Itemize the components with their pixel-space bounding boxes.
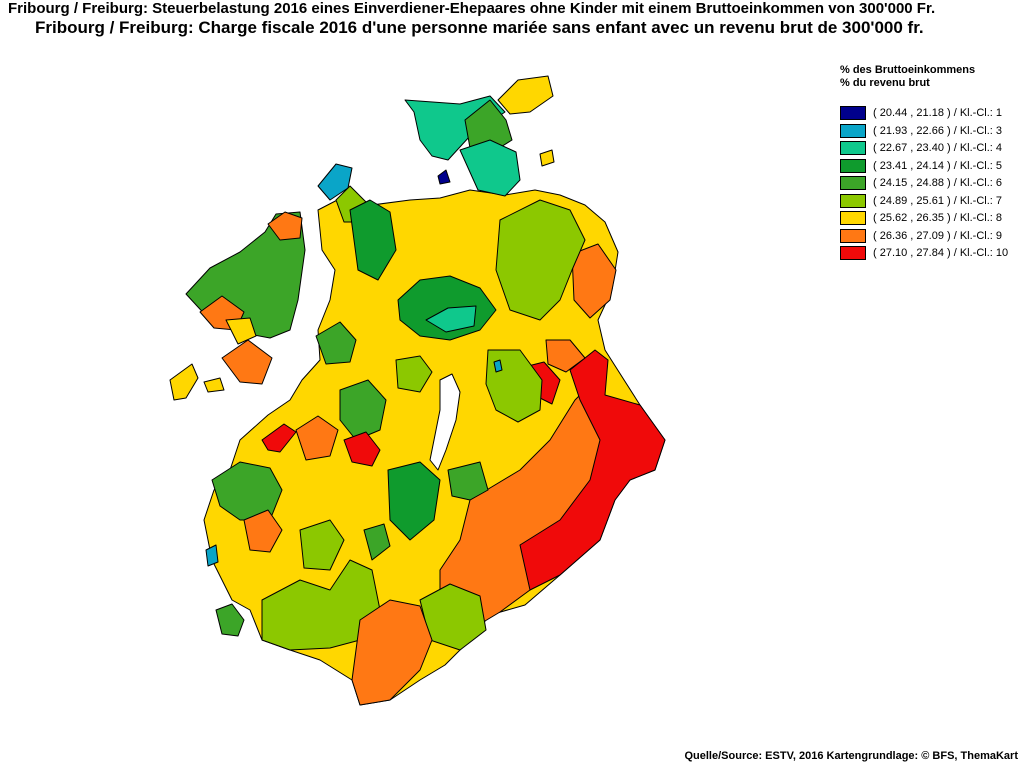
orange-orbe-region bbox=[243, 509, 283, 553]
exclave-small-yellow bbox=[539, 149, 555, 167]
green-centre-region bbox=[387, 461, 441, 541]
orange-south-region bbox=[351, 599, 433, 706]
green-west-region bbox=[349, 199, 397, 281]
legend-label: ( 27.10 , 27.84 ) / Kl.-Cl.: 10 bbox=[873, 247, 1009, 259]
green-sw-region bbox=[211, 461, 283, 521]
green-gruyere-region bbox=[447, 461, 489, 501]
legend-label: ( 22.67 , 23.40 ) / Kl.-Cl.: 4 bbox=[873, 142, 1003, 154]
legend-swatch bbox=[840, 158, 866, 173]
sense-red-region bbox=[519, 349, 666, 591]
blue-small-region bbox=[493, 359, 503, 373]
legend-label: ( 26.36 , 27.09 ) / Kl.-Cl.: 9 bbox=[873, 229, 1003, 242]
legend-label: ( 23.41 , 24.14 ) / Kl.-Cl.: 5 bbox=[873, 159, 1003, 172]
legend-swatch bbox=[840, 211, 866, 225]
legend-label: ( 24.89 , 25.61 ) / Kl.-Cl.: 7 bbox=[873, 194, 1003, 207]
legend-swatch bbox=[840, 106, 866, 120]
exclave-green-central bbox=[459, 139, 521, 197]
lightgreen-east-region bbox=[495, 199, 586, 321]
green-broye-region bbox=[315, 321, 357, 365]
green-glane-region bbox=[339, 379, 387, 441]
shore-yellow-region bbox=[225, 317, 257, 345]
legend-label: ( 21.93 , 22.66 ) / Kl.-Cl.: 3 bbox=[873, 124, 1003, 137]
red-glane-region bbox=[343, 431, 381, 467]
source-credit: Quelle/Source: ESTV, 2016 Kartengrundlag… bbox=[684, 750, 1018, 762]
legend-swatch bbox=[840, 193, 866, 208]
orange-west-region bbox=[295, 415, 339, 461]
exclave-sw-blue bbox=[205, 544, 219, 567]
green-sw-enclave bbox=[363, 523, 391, 561]
legend-swatch bbox=[840, 228, 866, 243]
exclave-estavayer bbox=[203, 377, 225, 393]
map-title-french: Fribourg / Freiburg: Charge fiscale 2016… bbox=[35, 18, 924, 37]
legend-swatch bbox=[840, 176, 866, 190]
greyerzersee-lake bbox=[429, 373, 461, 471]
orange-centre-region bbox=[545, 339, 586, 373]
legend-heading-de: % des Bruttoeinkommens bbox=[840, 64, 976, 76]
legend-label: ( 20.44 , 21.18 ) / Kl.-Cl.: 1 bbox=[873, 107, 1003, 119]
exclave-north-tip bbox=[497, 75, 554, 115]
exclave-west-blue bbox=[317, 163, 353, 201]
exclave-vivisbach-red bbox=[261, 423, 297, 453]
exclave-dark-blue bbox=[437, 169, 451, 185]
shore-orange-region-north bbox=[267, 211, 303, 241]
map-title-german: Fribourg / Freiburg: Steuerbelastung 201… bbox=[8, 0, 936, 17]
lightgreen-mid-region bbox=[395, 355, 433, 393]
exclave-lake-yellow bbox=[169, 363, 199, 401]
legend-swatch bbox=[840, 123, 866, 138]
legend-swatch bbox=[840, 246, 866, 260]
legend-label: ( 24.15 , 24.88 ) / Kl.-Cl.: 6 bbox=[873, 177, 1003, 189]
legend-heading-fr: % du revenu brut bbox=[840, 77, 930, 89]
orange-east-region bbox=[571, 243, 617, 319]
legend-swatch bbox=[840, 141, 866, 155]
exclave-lake-island-orange bbox=[221, 339, 273, 385]
exclave-south-green bbox=[215, 603, 245, 637]
saane-teal-region bbox=[425, 305, 477, 333]
legend-heading: % des Bruttoeinkommens % du revenu brut bbox=[840, 64, 975, 90]
legend-label: ( 25.62 , 26.35 ) / Kl.-Cl.: 8 bbox=[873, 212, 1003, 224]
lightgreen-veveyse-region bbox=[299, 519, 345, 571]
